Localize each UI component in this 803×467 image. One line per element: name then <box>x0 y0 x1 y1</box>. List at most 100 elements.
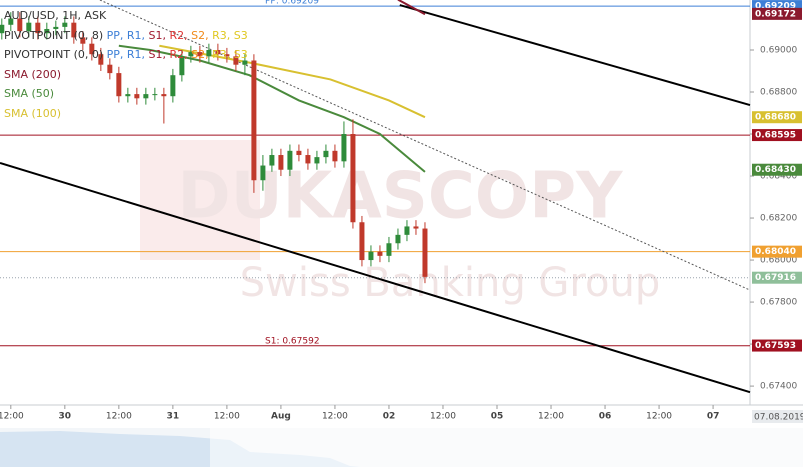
legend-item: S3 <box>233 48 248 61</box>
candle-body <box>134 94 140 99</box>
x-tick-label: 30 <box>59 412 72 422</box>
legend-label: PIVOTPOINT (0, 8) <box>4 28 104 42</box>
x-tick-label: 12:00 <box>214 412 240 422</box>
candle-body <box>26 22 32 32</box>
candle-body <box>323 150 329 158</box>
candle-body <box>53 26 59 29</box>
x-tick-label: 12:00 <box>538 412 564 422</box>
candle-body <box>71 22 77 38</box>
x-tick-label: 12:00 <box>0 412 24 422</box>
y-tick-label: 0.69000 <box>760 45 797 55</box>
candle-body <box>35 22 41 34</box>
legend-item: S1, <box>148 48 167 61</box>
legend-item: R3, <box>212 48 231 61</box>
candle-body <box>170 75 176 97</box>
candle-body <box>206 49 212 57</box>
price-tag-label: 0.67916 <box>755 273 796 283</box>
candle-body <box>278 155 284 170</box>
candle-body <box>287 150 293 170</box>
price-tag <box>752 271 802 284</box>
candle-body <box>341 134 347 162</box>
legend-item: R2, <box>169 28 188 42</box>
trend-line <box>99 0 751 291</box>
trend-line <box>0 162 751 394</box>
candle-body <box>98 54 104 65</box>
candle-body <box>161 94 167 97</box>
legend-item: R3, <box>212 28 231 42</box>
price-tag-label: 0.67593 <box>755 341 796 351</box>
x-tick-label: 12:00 <box>322 412 348 422</box>
candle-body <box>215 49 221 55</box>
watermark: Swiss Banking Group <box>240 260 660 306</box>
price-tag-label: 0.68430 <box>755 165 796 175</box>
price-tag-label: 0.68595 <box>755 131 796 141</box>
candle-body <box>89 43 95 55</box>
candle-body <box>107 64 113 74</box>
price-tag <box>752 7 802 20</box>
candle-body <box>0 24 5 34</box>
legend-item: R1, <box>126 28 146 42</box>
x-tick-label: 07 <box>707 412 720 422</box>
x-tick-label: Aug <box>271 412 291 422</box>
legend-item: PP, <box>106 28 124 42</box>
candle-body <box>242 60 248 65</box>
x-tick-label: 05 <box>491 412 504 422</box>
x-tick-label: 31 <box>167 412 180 422</box>
candle-body <box>188 52 194 57</box>
legend-entry: SMA (100) <box>4 106 62 120</box>
candle-body <box>314 157 320 164</box>
legend-row: PIVOTPOINT (0, 0) PP, R1, S1, R2, S2, R3… <box>4 45 248 65</box>
candle-body <box>197 52 203 57</box>
x-tick-label: 06 <box>599 412 612 422</box>
candle-body <box>377 251 383 256</box>
price-tag <box>752 339 802 352</box>
candle-body <box>233 56 239 65</box>
date-label-box <box>752 410 803 423</box>
legend: AUD/USD, 1H, ASK PIVOTPOINT (0, 8) PP, R1… <box>4 6 248 123</box>
price-tag-label: 0.68040 <box>755 247 796 257</box>
candle-body <box>44 28 50 34</box>
candle-body <box>413 226 419 229</box>
legend-item: R2, <box>169 48 188 61</box>
candle-body <box>422 228 428 277</box>
legend-title: AUD/USD, 1H, ASK <box>4 9 107 22</box>
candle-body <box>116 73 122 97</box>
candle-body <box>350 134 356 223</box>
sma-line <box>118 44 426 173</box>
price-tag <box>752 129 802 142</box>
candle-body <box>260 165 266 181</box>
navigator-window[interactable] <box>210 428 803 467</box>
y-tick-label: 0.68800 <box>760 88 797 98</box>
x-tick-label: 12:00 <box>106 412 132 422</box>
candle-body <box>125 94 131 97</box>
legend-entry: SMA (50) <box>4 87 55 100</box>
trend-line <box>399 4 751 106</box>
y-tick-label: 0.68200 <box>760 214 797 224</box>
watermark: DUKASCOPY <box>178 160 624 234</box>
candle-body <box>179 56 185 76</box>
candle-body <box>269 155 275 166</box>
candle-body <box>296 150 302 156</box>
watermark-logo <box>140 140 260 260</box>
candle-body <box>8 18 14 25</box>
price-tag <box>752 111 802 124</box>
candle-body <box>17 18 23 32</box>
y-tick-label: 0.67800 <box>760 298 797 308</box>
x-tick-label: 02 <box>383 412 396 422</box>
legend-entry: SMA (200) <box>4 67 62 81</box>
legend-label: PIVOTPOINT (0, 0) <box>4 48 104 61</box>
candle-body <box>152 94 158 96</box>
sma-line <box>397 0 426 16</box>
candle-body <box>395 234 401 244</box>
candle-body <box>404 226 410 235</box>
candle-body <box>62 22 68 27</box>
price-tag <box>752 245 802 258</box>
legend-item: R1, <box>126 48 146 61</box>
legend-item: S2, <box>191 28 209 42</box>
x-tick-label: 12:00 <box>646 412 672 422</box>
legend-item: S3 <box>233 28 248 42</box>
price-tag <box>752 163 802 176</box>
